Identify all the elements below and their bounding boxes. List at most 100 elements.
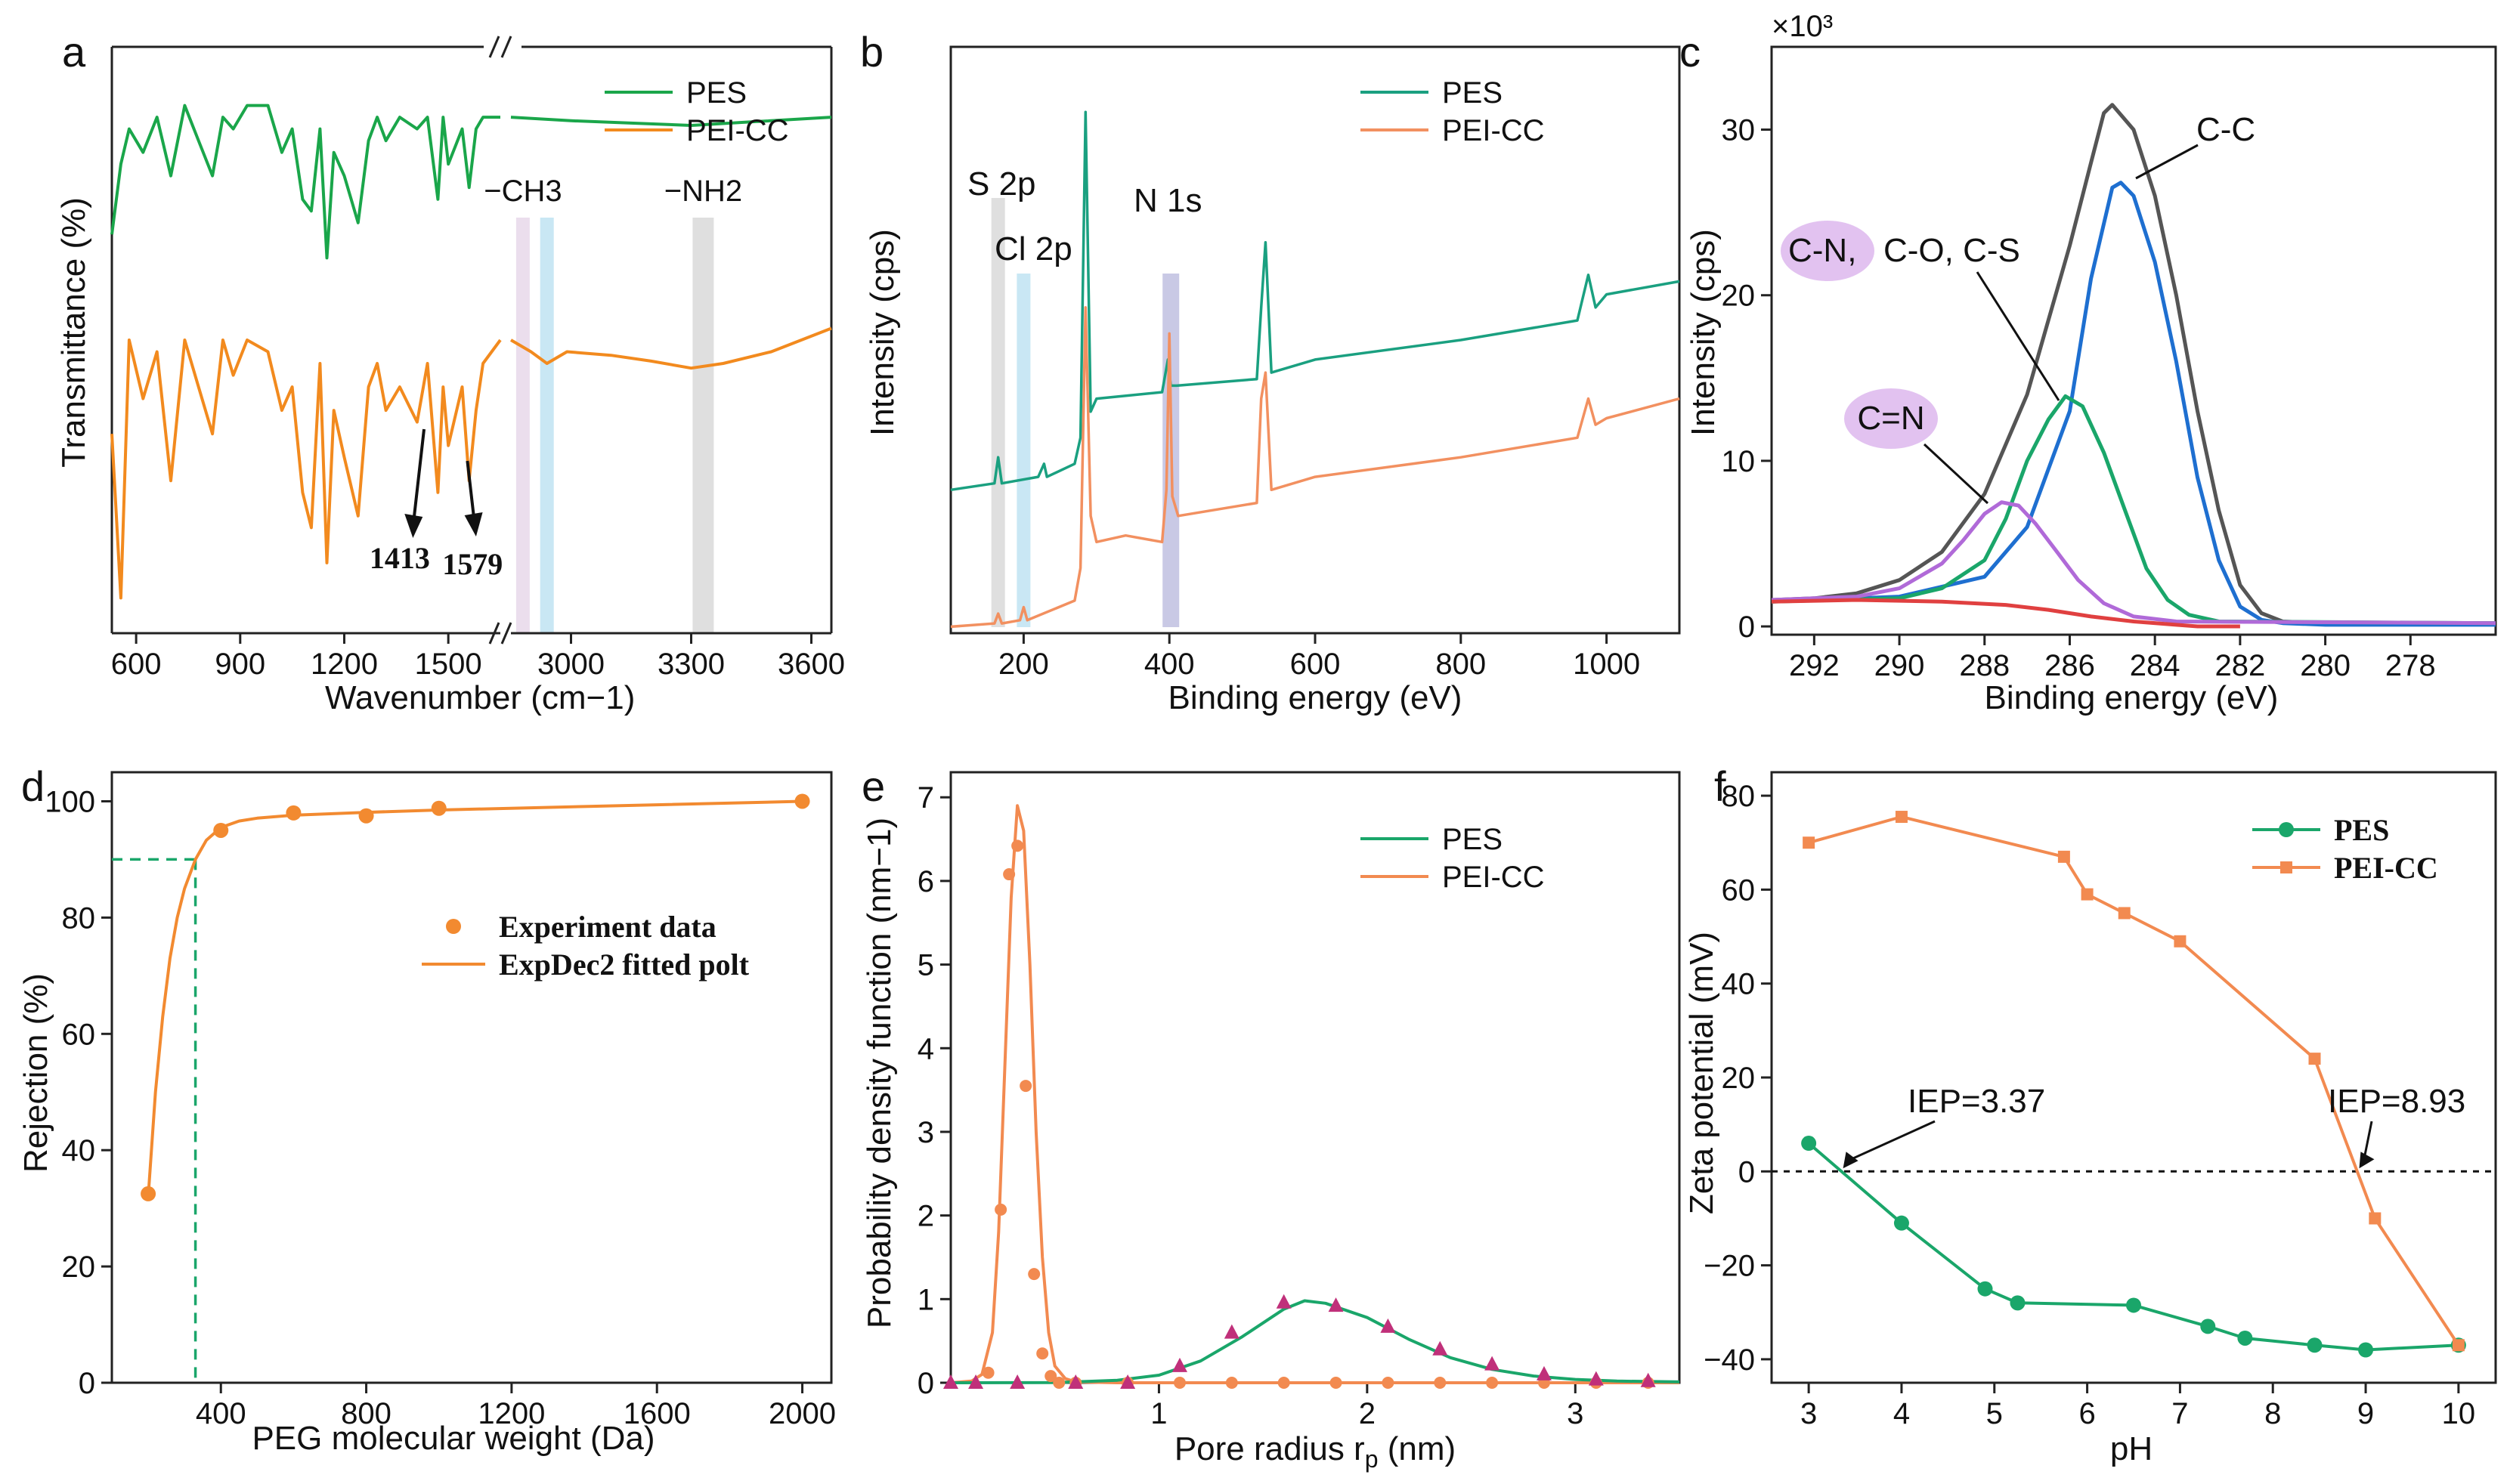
data-point-pes [1536,1365,1552,1380]
x-tick-label: 282 [2215,649,2266,682]
data-point-pei-cc [1053,1377,1066,1389]
arrow-1413 [412,428,426,522]
x-tick-label: 290 [1874,649,1925,682]
y-tick-label: 20 [1722,1062,1756,1095]
data-point-pes [1801,1136,1817,1152]
data-point-pei-cc [982,1366,995,1379]
fit-line [147,799,803,1197]
x-tick-label: 278 [2385,649,2436,682]
data-point-pes [968,1374,984,1389]
x-tick-label: 3600 [778,648,845,681]
x-tick-label: 800 [1435,648,1486,681]
band-label-nh2: −NH2 [664,175,742,208]
legend-pei-cc-marker [2280,861,2292,873]
y-tick-label: 40 [1722,968,1756,1001]
legend-pes: PES [686,76,747,110]
y-tick-label: 3 [918,1116,934,1149]
data-point-pes [1893,1215,1909,1231]
y-tick-label: 0 [79,1367,95,1400]
x-axis-label: Pore radius rp (nm) [1175,1430,1456,1473]
legend-pei-cc: PEI-CC [1442,114,1545,147]
chart-panel-b: 200 400 600 800 1000 Binding energy (eV) Inten… [864,45,1681,716]
ir-band-0 [515,218,530,633]
data-point-pes [943,1374,958,1389]
data-point [213,822,229,838]
x-tick-label: 1600 [624,1397,691,1430]
x-tick-label: 10 [2442,1397,2476,1430]
y-tick-label: 7 [918,781,934,815]
axis-break-top-2 [500,36,512,58]
y-tick-label: 20 [1722,280,1756,313]
panel-label-b: b [860,28,884,76]
y-tick-label: −20 [1704,1250,1755,1283]
y-axis-label: Rejection (%) [17,973,54,1173]
x-tick-label: 400 [1144,648,1195,681]
panel-label-a: a [62,28,86,76]
data-point-pes [2307,1337,2323,1353]
x-tick-label: 3 [1567,1397,1583,1430]
data-point-pei-cc [1020,1080,1032,1093]
data-point [431,800,447,816]
arrow-cn [1976,271,2060,401]
data-point-pes [1120,1374,1136,1389]
y-tick-label: 100 [45,785,95,818]
arrow-1579 [466,460,476,522]
data-point-pei-cc [2118,907,2131,920]
data-point-pei-cc [1382,1377,1394,1389]
x-tick-label: 400 [196,1397,246,1430]
plot-frame [949,45,1681,635]
data-point-pei-cc [2452,1339,2465,1352]
data-point-pei-cc [1225,1377,1238,1389]
panel-label-d: d [21,762,45,810]
legend-pes-marker [2279,822,2294,837]
x-tick-label: 9 [2357,1397,2374,1430]
x-tick-label: 3300 [658,648,725,681]
data-point-pes [1977,1281,1993,1297]
xps-band-1 [1017,274,1031,627]
data-point-pei-cc [2308,1053,2321,1065]
data-point-pes [1432,1340,1448,1356]
y-tick-label: 30 [1722,114,1756,147]
data-point [141,1186,156,1201]
arrowhead-iep1 [1843,1152,1859,1169]
series-CN-line [1771,500,2496,626]
data-point-pei-cc [2369,1212,2382,1225]
y-tick-label: 80 [62,901,96,935]
y-tick-label: 6 [918,865,934,898]
x-axis-label: PEG molecular weight (Da) [252,1420,655,1457]
arrowhead-1413 [404,514,423,538]
data-point-pes [1484,1356,1500,1371]
data-point-pes [1588,1371,1604,1386]
y-tick-label: 10 [1722,445,1756,478]
highlight-c-eq-n [1844,388,1938,449]
data-point-pes [1640,1372,1656,1387]
y-tick-label: 0 [918,1367,934,1400]
x-tick-label: 1200 [478,1397,545,1430]
chart-panel-a: 600 900 1200 1500 3000 3300 3600 Wavenumber (cm… [55,36,845,716]
x-tick-label: 1500 [415,648,482,681]
data-point [358,808,374,824]
peak-label-cl2p: Cl 2p [995,230,1072,267]
x-tick-label: 7 [2171,1397,2188,1430]
data-point-pes [2200,1319,2216,1334]
x-tick-label: 292 [1789,649,1840,682]
data-point-pei-cc [2057,850,2070,863]
x-axis-label: Wavenumber (cm−1) [325,679,635,716]
chart-panel-e: 1 2 3 0 1 2 3 4 5 6 7 Pore radius rp (nm) Probabilit… [861,771,1681,1473]
peak-label-s2p: S 2p [967,165,1036,203]
plot-frame [949,771,1681,1384]
legend-fit: ExpDec2 fitted polt [499,948,750,982]
x-axis-label-main: Pore radius r [1175,1430,1365,1467]
chart-panel-c: 292 290 288 286 284 282 280 278 0 10 20 30 Binding e… [1685,10,2497,716]
ir-band-2 [692,218,714,633]
x-tick-label: 4 [1893,1397,1910,1430]
x-tick-label: 280 [2300,649,2351,682]
ir-band-1 [540,218,554,633]
series-PES-line [510,116,832,127]
highlight-cn [1781,221,1874,281]
x-axis-label-unit: (nm) [1379,1430,1456,1467]
x-tick-label: 3 [1800,1397,1817,1430]
series-PEI-CC-line [509,326,832,370]
series-PES-line [950,110,1680,492]
